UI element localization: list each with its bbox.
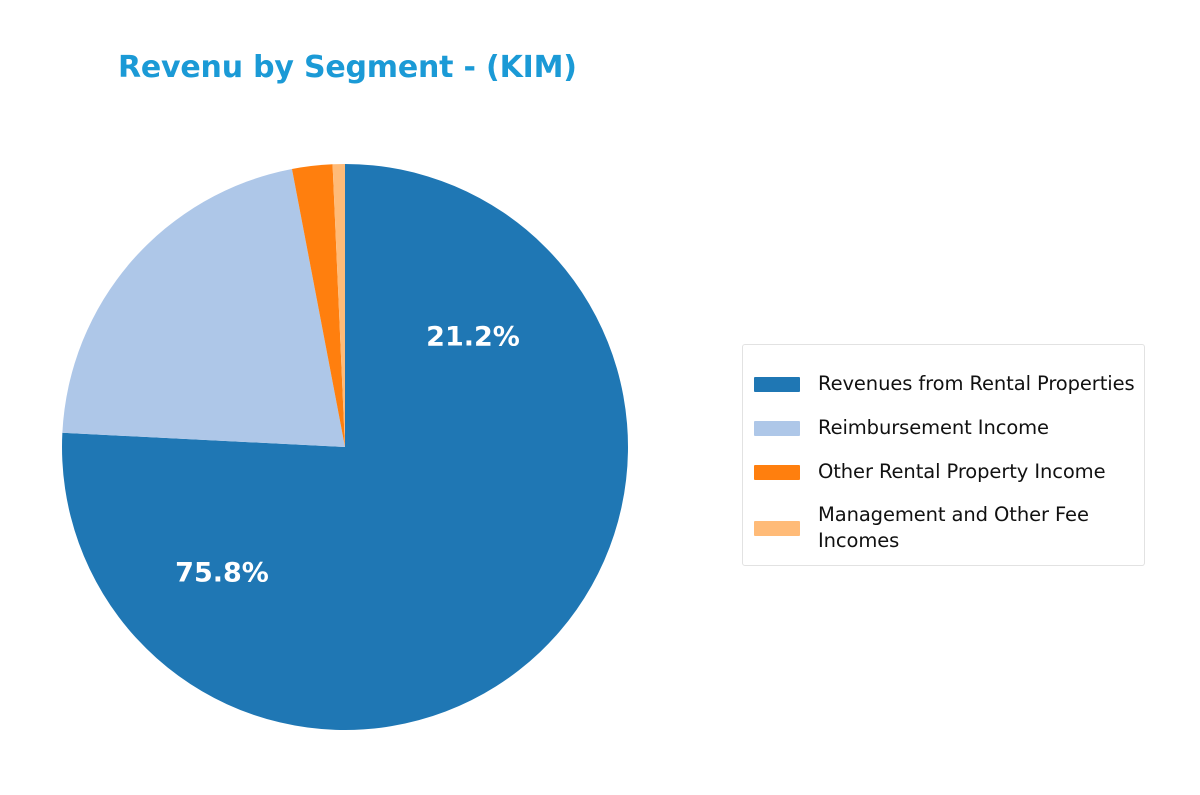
pie-slice[interactable]: Revenues from Rental Properties 75.8% xyxy=(62,164,629,730)
pie-chart-area: Revenues from Rental Properties 75.8%Rei… xyxy=(62,164,629,730)
legend-item-label: Revenues from Rental Properties xyxy=(818,371,1135,395)
legend-item[interactable]: Reimbursement Income xyxy=(754,412,1136,444)
pie-slice[interactable]: Management and Other Fee Incomes 0.7% xyxy=(332,164,345,447)
legend-item[interactable]: Other Rental Property Income xyxy=(754,444,1136,500)
legend-color-swatch xyxy=(754,420,800,436)
legend-item[interactable]: Management and Other Fee Incomes xyxy=(754,500,1136,556)
page-title: Revenu by Segment - (KIM) xyxy=(118,50,577,85)
legend-color-swatch xyxy=(754,520,800,536)
pie-chart-svg: Revenues from Rental Properties 75.8%Rei… xyxy=(62,164,629,730)
legend-item-label: Management and Other Fee Incomes xyxy=(818,502,1089,552)
legend-item[interactable]: Revenues from Rental Properties xyxy=(754,356,1136,412)
pie-slice-percent-label: 21.2% xyxy=(426,322,520,353)
pie-slice[interactable]: Other Rental Property Income 2.3% xyxy=(291,164,345,447)
legend-item-label: Other Rental Property Income xyxy=(818,459,1106,483)
pie-slice[interactable]: Reimbursement Income 21.2% xyxy=(62,169,346,447)
pie-slice-percent-label: 75.8% xyxy=(175,558,269,589)
pie-labels-group: 75.8% 21.2% xyxy=(175,322,520,589)
legend-item-label: Reimbursement Income xyxy=(818,415,1049,439)
legend-color-swatch xyxy=(754,376,800,392)
legend-item-list: Revenues from Rental Properties Reimburse… xyxy=(743,345,1144,565)
chart-legend: Revenues from Rental Properties Reimburse… xyxy=(742,344,1145,566)
legend-color-swatch xyxy=(754,464,800,480)
pie-slices-group: Revenues from Rental Properties 75.8%Rei… xyxy=(62,164,629,730)
